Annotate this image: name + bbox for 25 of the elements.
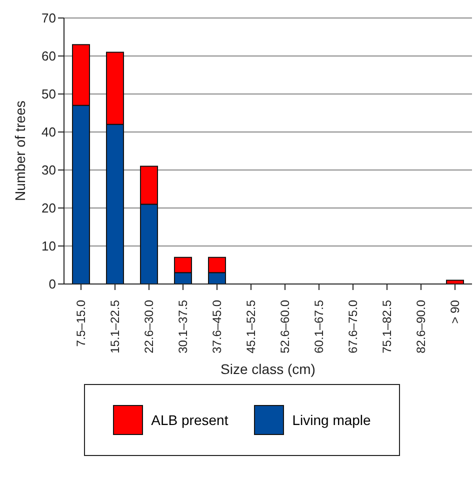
bar bbox=[446, 280, 464, 284]
x-axis-title: Size class (cm) bbox=[220, 361, 316, 377]
x-tick-label: 15.1–22.5 bbox=[108, 300, 122, 354]
x-tick-label: 22.6–30.0 bbox=[142, 300, 156, 354]
legend-label: ALB present bbox=[151, 412, 228, 428]
x-tick-label: 82.6–90.0 bbox=[414, 300, 428, 354]
y-tick-label: 50 bbox=[42, 86, 56, 102]
legend-label: Living maple bbox=[292, 412, 371, 428]
y-tick-label: 10 bbox=[42, 238, 56, 254]
x-tick-label: 52.6–60.0 bbox=[278, 300, 292, 354]
y-tick-label: 40 bbox=[42, 124, 56, 140]
y-tick-label: 0 bbox=[48, 276, 56, 292]
x-tick-label: 7.5–15.0 bbox=[74, 300, 88, 347]
x-tick-label: > 90 bbox=[448, 300, 462, 324]
y-axis-title: Number of trees bbox=[12, 100, 28, 201]
y-tick-label: 30 bbox=[42, 162, 56, 178]
y-tick-label: 60 bbox=[42, 48, 56, 64]
x-tick-label: 30.1–37.5 bbox=[176, 300, 190, 354]
x-tick-label: 45.1–52.5 bbox=[244, 300, 258, 354]
x-tick-label: 37.6–45.0 bbox=[210, 300, 224, 354]
x-tick-label: 60.1–67.5 bbox=[312, 300, 326, 354]
y-tick-label: 20 bbox=[42, 200, 56, 216]
x-tick-label: 67.6–75.0 bbox=[346, 300, 360, 354]
x-tick-label: 75.1–82.5 bbox=[380, 300, 394, 354]
y-tick-label: 70 bbox=[42, 10, 56, 26]
